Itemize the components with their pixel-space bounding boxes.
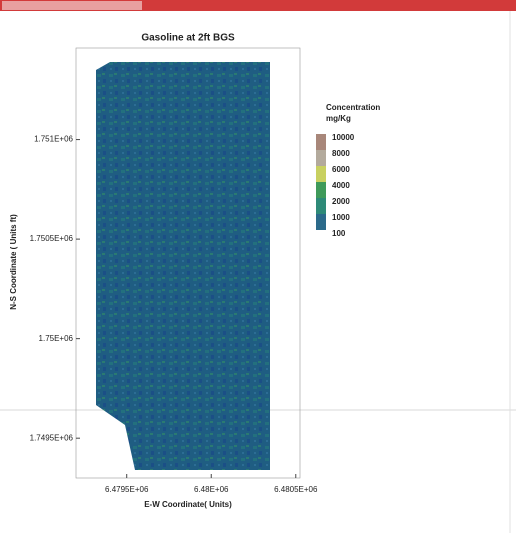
y-tick-label: 1.7495E+06 <box>30 433 74 442</box>
colorbar-band <box>316 182 326 198</box>
colorbar-label: 10000 <box>332 133 355 142</box>
colorbar-band <box>316 134 326 150</box>
y-tick-label: 1.751E+06 <box>34 135 73 144</box>
plot-frame <box>75 47 301 479</box>
colorbar-label: 100 <box>332 229 346 238</box>
colorbar-label: 1000 <box>332 213 350 222</box>
colorbar-band <box>316 214 326 230</box>
y-tick-label: 1.75E+06 <box>39 334 74 343</box>
x-tick-label: 6.4805E+06 <box>274 485 318 494</box>
x-axis-label: E-W Coordinate( Units) <box>144 500 232 509</box>
window-tab <box>2 1 142 10</box>
x-tick-label: 6.48E+06 <box>194 485 229 494</box>
colorbar-band <box>316 198 326 214</box>
legend-unit: mg/Kg <box>326 114 351 123</box>
colorbar-band <box>316 166 326 182</box>
title-bar <box>0 0 516 11</box>
colorbar-label: 8000 <box>332 149 350 158</box>
x-tick-label: 6.4795E+06 <box>105 485 149 494</box>
y-tick-label: 1.7505E+06 <box>30 234 74 243</box>
chart-title: Gasoline at 2ft BGS <box>141 33 235 44</box>
colorbar-label: 2000 <box>332 197 350 206</box>
y-axis-label: N-S Coordinate ( Units ft) <box>9 214 18 310</box>
colorbar-label: 4000 <box>332 181 350 190</box>
concentration-surface <box>96 62 270 470</box>
colorbar-label: 6000 <box>332 165 350 174</box>
colorbar-band <box>316 150 326 166</box>
legend-title: Concentration <box>326 103 380 112</box>
